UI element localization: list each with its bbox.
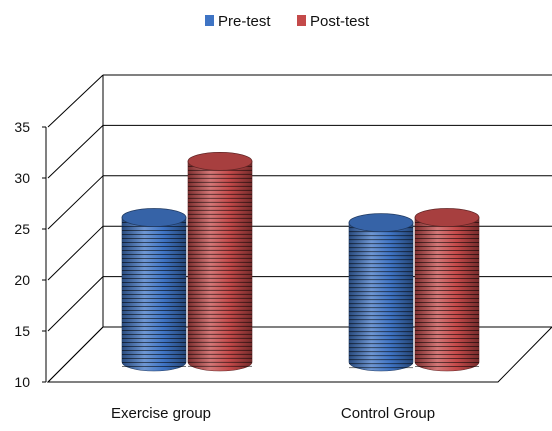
- legend-label: Pre-test: [218, 13, 271, 30]
- legend-label: Post-test: [310, 13, 370, 30]
- bar-pre-test-2: [348, 213, 414, 372]
- bar-body: [348, 222, 414, 372]
- x-axis-labels: Exercise group Control Group: [111, 405, 435, 422]
- side-gridline: [47, 74, 104, 128]
- legend-swatch: [205, 15, 214, 26]
- y-tick-label: 30: [14, 170, 30, 186]
- bar-post-test-2: [414, 208, 480, 372]
- bar-post-test-1: [187, 151, 253, 372]
- y-tick-label: 35: [14, 119, 30, 135]
- side-gridline: [47, 326, 104, 383]
- bar-top: [121, 208, 187, 227]
- legend: Pre-test Post-test: [205, 13, 370, 30]
- legend-swatch: [297, 15, 306, 26]
- side-gridline: [47, 175, 104, 230]
- y-axis: 10 15 20 25 30 35: [14, 119, 47, 390]
- bars: [121, 151, 480, 372]
- x-tick-label: Exercise group: [111, 405, 211, 422]
- x-tick-label: Control Group: [341, 405, 435, 422]
- y-tick-label: 20: [14, 272, 30, 288]
- side-gridline: [47, 125, 104, 179]
- y-tick-label: 25: [14, 221, 30, 237]
- y-tick-label: 15: [14, 323, 30, 339]
- bar-top: [414, 208, 480, 227]
- side-gridline: [47, 225, 104, 281]
- bar-top: [348, 213, 414, 233]
- bar-top: [187, 151, 253, 171]
- side-gridline: [47, 276, 104, 332]
- bar-pre-test-1: [121, 208, 187, 372]
- y-tick-label: 10: [14, 374, 30, 390]
